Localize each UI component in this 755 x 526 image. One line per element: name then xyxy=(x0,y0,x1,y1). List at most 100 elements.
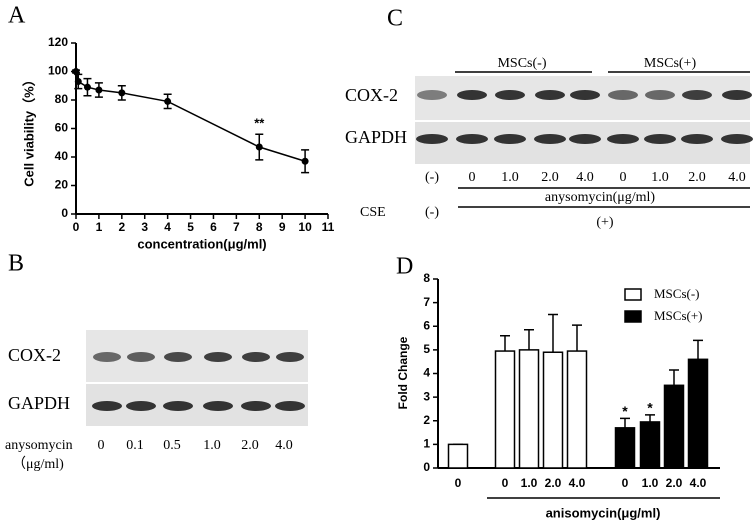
blot-band xyxy=(416,134,448,144)
blot-band xyxy=(682,90,712,100)
x-tick-label: 0 xyxy=(502,476,509,490)
legend-swatch xyxy=(624,310,642,323)
blot-band xyxy=(164,352,192,362)
lane-label: 0 xyxy=(98,438,105,453)
x-tick-label: 1.0 xyxy=(642,476,659,490)
error-bar xyxy=(548,313,558,353)
lane-label: 0.1 xyxy=(126,438,144,453)
legend-label: MSCs(-) xyxy=(654,286,700,301)
blot-band xyxy=(570,90,600,100)
lane-label: 4.0 xyxy=(576,170,594,185)
lane-label: 2.0 xyxy=(241,438,259,453)
lane-label: 0 xyxy=(469,170,476,185)
x-tick-label: 7 xyxy=(233,220,240,234)
x-tick-label: 1 xyxy=(96,220,103,234)
bar xyxy=(566,350,588,469)
data-point xyxy=(74,77,82,85)
error-bar xyxy=(524,329,534,350)
lane-label: 1.0 xyxy=(501,170,519,185)
blot-band xyxy=(644,134,676,144)
panel-letter: D xyxy=(396,254,413,280)
lane-label: 2.0 xyxy=(541,170,559,185)
blot-band xyxy=(276,352,304,362)
x-tick-label: 3 xyxy=(141,220,148,234)
y-tick-label: 80 xyxy=(55,92,69,106)
bar xyxy=(494,350,516,469)
x-tick-label: 1.0 xyxy=(521,476,538,490)
x-tick-label: 11 xyxy=(322,220,335,234)
cse-label: CSE xyxy=(360,205,386,220)
blot-band xyxy=(163,401,193,411)
blot-band xyxy=(722,90,752,100)
lane-label: 4.0 xyxy=(728,170,746,185)
x-tick-label: 9 xyxy=(279,220,286,234)
unit-label: （μg/ml) xyxy=(12,456,64,472)
bar xyxy=(663,384,685,469)
x-tick-label: 0 xyxy=(622,476,629,490)
error-bar xyxy=(693,339,703,360)
bar xyxy=(639,421,661,469)
blot-membrane xyxy=(86,384,308,426)
x-tick-label: 0 xyxy=(73,220,80,234)
x-axis-title: anisomycin(μg/ml) xyxy=(546,505,661,520)
y-tick-label: 4 xyxy=(423,366,430,380)
data-point xyxy=(255,143,263,151)
treatment-label: anysomycin xyxy=(5,438,73,453)
blot-band xyxy=(92,401,122,411)
blot-band xyxy=(457,90,487,100)
x-tick-label: 4.0 xyxy=(690,476,707,490)
blot-band xyxy=(721,134,753,144)
blot-band xyxy=(242,352,270,362)
data-point xyxy=(118,89,126,97)
y-tick-label: 60 xyxy=(55,121,69,135)
x-tick-label: 8 xyxy=(256,220,263,234)
panel-letter: C xyxy=(387,6,403,32)
lane-label: 4.0 xyxy=(275,438,293,453)
data-point xyxy=(95,86,103,94)
annotation: * xyxy=(647,400,653,416)
blot-band xyxy=(535,90,565,100)
lane-label: 1.0 xyxy=(651,170,669,185)
lane-label: 2.0 xyxy=(688,170,706,185)
y-tick-label: 0 xyxy=(423,460,430,474)
blot-band xyxy=(494,134,526,144)
y-tick-label: 8 xyxy=(423,271,430,285)
y-tick-label: 0 xyxy=(61,206,68,220)
legend-swatch xyxy=(624,288,642,301)
cse-neg: (-) xyxy=(425,205,439,220)
data-point xyxy=(72,68,80,75)
row-label: COX-2 xyxy=(345,85,398,105)
bar xyxy=(614,427,636,469)
y-tick-label: 100 xyxy=(48,64,68,78)
row-label: GAPDH xyxy=(8,393,70,413)
y-tick-label: 7 xyxy=(423,295,430,309)
y-tick-label: 5 xyxy=(423,342,430,356)
x-tick-label: 10 xyxy=(298,220,312,234)
blot-band xyxy=(681,134,713,144)
error-bar xyxy=(500,334,510,352)
y-tick-label: 1 xyxy=(423,437,430,451)
y-tick-label: 2 xyxy=(423,413,430,427)
row-label: COX-2 xyxy=(8,345,61,365)
legend-label: MSCs(+) xyxy=(654,308,703,323)
treatment-label: anysomycin(μg/ml) xyxy=(545,190,655,205)
blot-band xyxy=(534,134,566,144)
y-tick-label: 20 xyxy=(55,178,69,192)
bar xyxy=(518,349,540,469)
data-point xyxy=(164,97,172,105)
x-tick-label: 4 xyxy=(164,220,171,234)
x-tick-label: 2.0 xyxy=(545,476,562,490)
panel-letter: B xyxy=(8,251,24,277)
blot-band xyxy=(569,134,601,144)
error-bar xyxy=(620,417,630,428)
annotation: * xyxy=(622,403,628,419)
lane-label: 1.0 xyxy=(203,438,221,453)
annotation: ** xyxy=(254,116,265,131)
x-tick-label: 2 xyxy=(118,220,125,234)
y-tick-label: 3 xyxy=(423,389,430,403)
y-tick-label: 40 xyxy=(55,149,69,163)
y-axis-title: Fold Change xyxy=(396,336,410,409)
lane-label: (-) xyxy=(425,170,439,185)
blot-band xyxy=(495,90,525,100)
blot-band xyxy=(203,401,233,411)
